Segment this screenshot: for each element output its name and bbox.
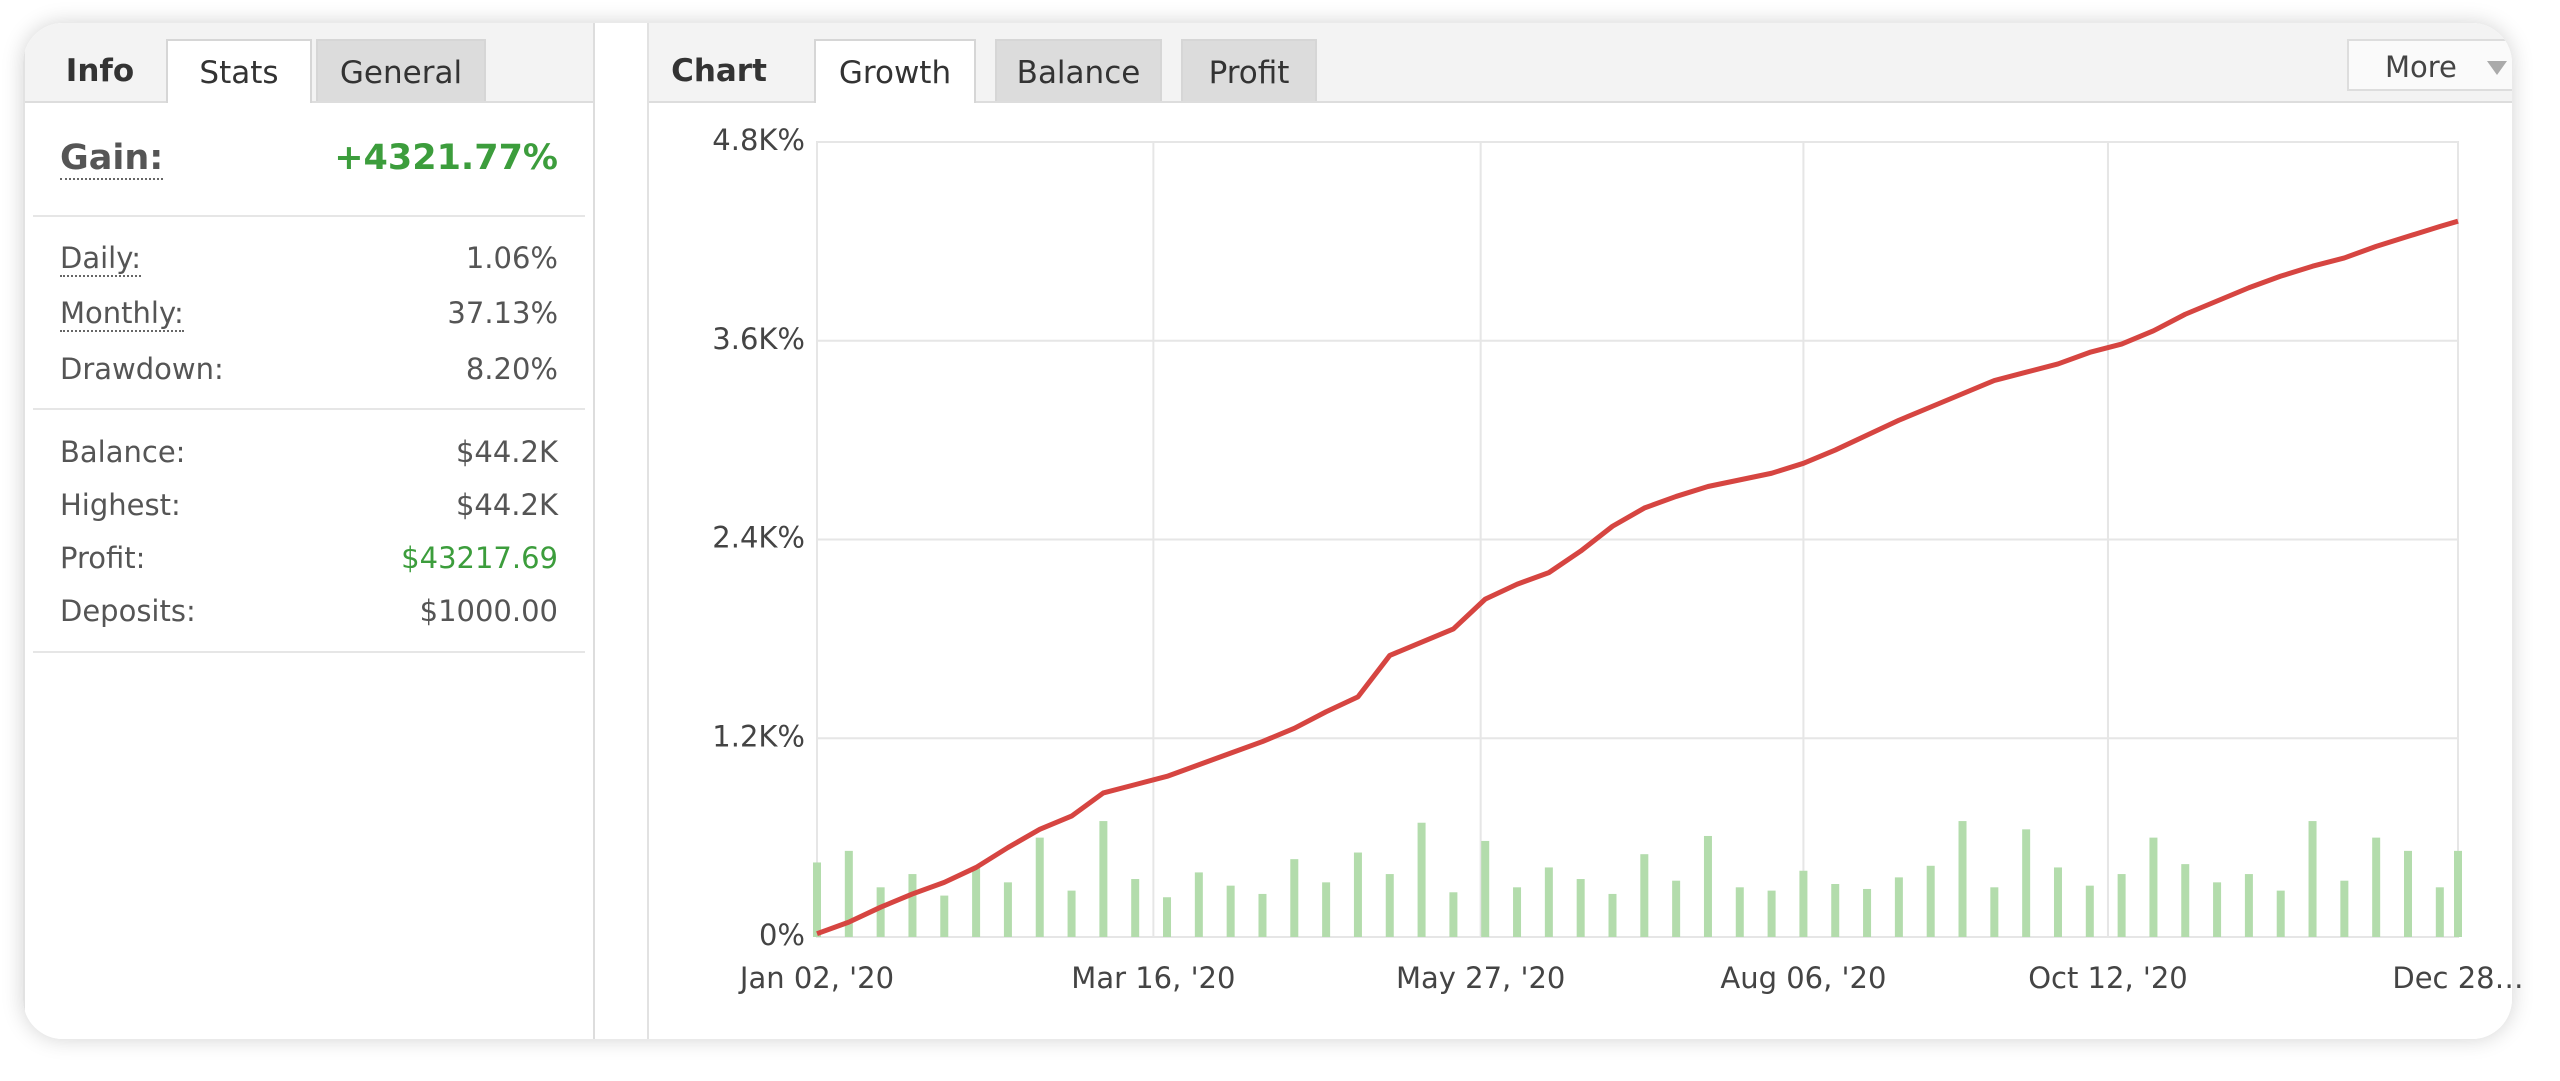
bar — [1544, 867, 1553, 937]
y-tick-label: 3.6K% — [712, 322, 805, 356]
separator — [33, 215, 585, 217]
bar — [1481, 840, 1490, 937]
bar — [1194, 872, 1203, 937]
bar — [1926, 865, 1935, 937]
panel-label: Chart — [671, 53, 767, 89]
stat-label: Monthly: — [60, 296, 184, 332]
stat-value: $43217.69 — [401, 541, 558, 575]
bar — [1672, 880, 1681, 937]
bar — [2276, 890, 2285, 937]
bar — [1385, 874, 1394, 937]
x-tick-label: Dec 28… — [2392, 961, 2523, 995]
bar — [813, 862, 821, 937]
y-tick-label: 0% — [759, 918, 805, 952]
stat-label: Balance: — [60, 435, 186, 469]
chart-tabs: Chart Growth Balance Profit More — [649, 23, 2512, 103]
bar — [1099, 821, 1108, 937]
stat-value: 8.20% — [465, 352, 558, 386]
separator — [33, 408, 585, 410]
bar — [1831, 884, 1840, 937]
gain-value: +4321.77% — [334, 138, 558, 178]
tab[interactable]: Balance — [995, 39, 1162, 101]
bar — [1735, 887, 1744, 937]
bar — [1703, 835, 1712, 937]
bar — [1513, 887, 1522, 937]
bar — [844, 850, 853, 937]
bar — [940, 895, 949, 937]
bar — [2372, 837, 2381, 937]
bar — [1990, 887, 1999, 937]
bar — [2244, 874, 2253, 937]
y-tick-label: 4.8K% — [712, 123, 805, 157]
stat-label: Deposits: — [60, 594, 196, 628]
x-tick-label: May 27, '20 — [1396, 961, 1565, 995]
bar — [1226, 885, 1235, 937]
bar — [2085, 885, 2094, 937]
stat-value: $1000.00 — [419, 594, 558, 628]
bar — [1640, 854, 1649, 937]
stat-value: $44.2K — [455, 488, 558, 522]
x-tick-label: Jan 02, '20 — [738, 961, 894, 995]
more-button[interactable]: More — [2347, 39, 2512, 91]
x-tick-label: Oct 12, '20 — [2028, 961, 2188, 995]
stat-value: $44.2K — [455, 435, 558, 469]
bar — [2213, 882, 2222, 937]
bar — [1035, 837, 1044, 937]
x-tick-label: Mar 16, '20 — [1071, 961, 1235, 995]
more-label: More — [2385, 50, 2457, 84]
panel-label: Info — [65, 53, 135, 89]
bar — [2053, 867, 2062, 937]
tab[interactable]: Growth — [814, 39, 976, 103]
bar — [1258, 893, 1267, 937]
separator — [33, 651, 585, 653]
bar — [1067, 890, 1076, 937]
bar — [2181, 864, 2190, 937]
bar — [972, 867, 981, 937]
tab[interactable]: Profit — [1181, 39, 1317, 101]
bar — [1958, 821, 1967, 937]
stat-label: Drawdown: — [60, 352, 224, 386]
stat-value: 37.13% — [447, 296, 558, 330]
info-tabs: Info Stats General — [25, 23, 593, 103]
bar — [1353, 852, 1362, 937]
bar — [876, 887, 885, 937]
bar — [1417, 822, 1426, 937]
tab[interactable]: Stats — [166, 39, 312, 103]
stat-label: Daily: — [60, 241, 142, 277]
bar — [2454, 850, 2462, 937]
dropdown-arrow — [2487, 61, 2507, 75]
bar — [1894, 877, 1903, 937]
bar — [1131, 879, 1140, 937]
bar — [1449, 892, 1458, 937]
bar — [2117, 874, 2126, 937]
bar — [1767, 890, 1776, 937]
bar — [908, 874, 917, 937]
bar — [2308, 821, 2317, 937]
bar — [1863, 888, 1872, 937]
line — [816, 218, 2459, 937]
y-tick-label: 2.4K% — [712, 521, 805, 555]
bar — [1608, 893, 1617, 937]
y-tick-label: 1.2K% — [712, 719, 805, 753]
bar — [2403, 850, 2412, 937]
stat-label: Highest: — [60, 488, 181, 522]
bar — [1322, 882, 1331, 937]
bar — [2149, 837, 2158, 937]
bar — [2435, 887, 2444, 937]
x-tick-label: Aug 06, '20 — [1720, 961, 1886, 995]
tab[interactable]: General — [316, 39, 486, 101]
bar — [1290, 859, 1299, 937]
stat-label: Profit: — [60, 541, 146, 575]
info-panel: Info Stats General Gain: +4321.77% Daily… — [23, 23, 595, 1039]
gain-label: Gain: — [60, 138, 164, 180]
bar — [1799, 870, 1808, 937]
bar — [1003, 882, 1012, 937]
bar — [2340, 880, 2349, 937]
bar — [1163, 897, 1172, 937]
stat-value: 1.06% — [465, 241, 558, 275]
bar — [2022, 829, 2031, 937]
bar — [1576, 879, 1585, 937]
